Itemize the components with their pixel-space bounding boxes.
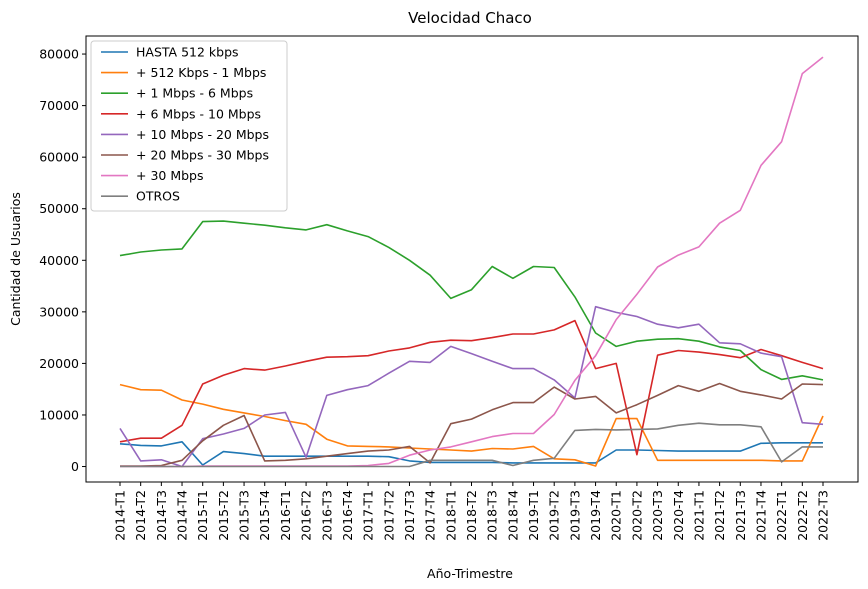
y-axis-title: Cantidad de Usuarios [8, 192, 23, 326]
y-tick-label: 20000 [39, 356, 79, 371]
y-tick-label: 80000 [39, 47, 79, 62]
x-tick-label: 2019-T1 [526, 490, 541, 541]
series-line-5 [119, 305, 824, 468]
series-line-6 [120, 382, 824, 467]
y-tick-label: 70000 [39, 98, 79, 113]
x-tick-label: 2014-T3 [154, 490, 169, 541]
series-line-1 [119, 440, 823, 466]
x-tick-label: 2021-T3 [733, 490, 748, 541]
series-line-4 [119, 319, 824, 456]
x-tick-label: 2022-T1 [774, 490, 789, 541]
series-line-8 [120, 422, 823, 468]
x-tick-label: 2019-T4 [588, 490, 603, 541]
plot-area [119, 56, 824, 468]
legend-label: + 512 Kbps - 1 Mbps [136, 65, 266, 80]
x-tick-label: 2016-T2 [299, 490, 314, 541]
legend-label: + 30 Mbps [136, 168, 204, 183]
x-tick-label: 2016-T3 [319, 490, 334, 541]
legend: HASTA 512 kbps + 512 Kbps - 1 Mbps + 1 Mbp… [90, 40, 288, 212]
y-tick-label: 60000 [39, 150, 79, 165]
x-tick-label: 2017-T1 [361, 490, 376, 541]
x-axis-title: Año-Trimestre [427, 566, 513, 581]
x-tick-label: 2021-T2 [712, 490, 727, 541]
x-tick-label: 2014-T2 [133, 490, 148, 541]
y-tick-label: 30000 [39, 304, 79, 319]
chart-title: Velocidad Chaco [408, 9, 532, 27]
x-tick-label: 2015-T2 [216, 490, 231, 541]
x-tick-label: 2022-T3 [816, 490, 831, 541]
legend-label: + 1 Mbps - 6 Mbps [136, 86, 253, 101]
x-axis: 2014-T1 2014-T2 2014-T3 2014-T4 2015-T1 2015-… [113, 482, 831, 541]
series-line-3 [119, 220, 824, 381]
legend-label: + 10 Mbps - 20 Mbps [136, 127, 269, 142]
x-tick-label: 2021-T4 [753, 490, 768, 541]
x-tick-label: 2021-T1 [691, 490, 706, 541]
legend-label: HASTA 512 kbps [136, 45, 239, 60]
y-tick-label: 10000 [39, 407, 79, 422]
x-tick-label: 2018-T3 [485, 490, 500, 541]
y-axis: 0 10000 20000 30000 40000 50000 60000 70000 8000… [39, 47, 86, 474]
x-tick-label: 2020-T4 [671, 490, 686, 541]
x-tick-label: 2020-T1 [609, 490, 624, 541]
x-tick-label: 2017-T4 [423, 490, 438, 541]
x-tick-label: 2015-T3 [237, 490, 252, 541]
x-tick-label: 2014-T4 [175, 490, 190, 541]
legend-box [90, 40, 288, 212]
y-tick-label: 40000 [39, 253, 79, 268]
x-tick-label: 2020-T3 [650, 490, 665, 541]
x-tick-label: 2019-T3 [567, 490, 582, 541]
x-tick-label: 2018-T1 [443, 490, 458, 541]
x-tick-label: 2016-T1 [278, 490, 293, 541]
x-tick-label: 2015-T4 [257, 490, 272, 541]
x-tick-label: 2015-T1 [195, 490, 210, 541]
x-tick-label: 2017-T2 [381, 490, 396, 541]
x-tick-label: 2017-T3 [402, 490, 417, 541]
legend-label: + 20 Mbps - 30 Mbps [136, 148, 269, 163]
series-line-2 [119, 383, 824, 467]
x-tick-label: 2020-T2 [629, 490, 644, 541]
legend-label: + 6 Mbps - 10 Mbps [136, 106, 261, 121]
legend-label: OTROS [136, 189, 180, 204]
y-tick-label: 0 [71, 459, 79, 474]
x-tick-label: 2018-T4 [505, 490, 520, 541]
x-tick-label: 2014-T1 [113, 490, 128, 541]
x-tick-label: 2022-T2 [795, 490, 810, 541]
x-tick-label: 2018-T2 [464, 490, 479, 541]
y-tick-label: 50000 [39, 201, 79, 216]
x-tick-label: 2016-T4 [340, 490, 355, 541]
x-tick-label: 2019-T2 [547, 490, 562, 541]
